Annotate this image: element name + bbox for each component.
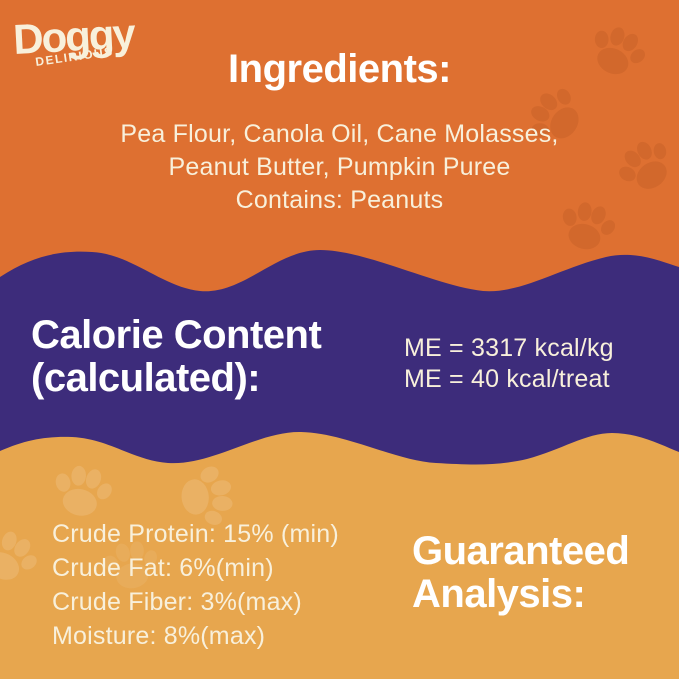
ingredients-list: Pea Flour, Canola Oil, Cane Molasses, Pe…: [0, 118, 679, 217]
calorie-heading-line: (calculated):: [31, 356, 261, 400]
guaranteed-analysis-list: Crude Protein: 15% (min) Crude Fat: 6%(m…: [52, 517, 339, 653]
analysis-heading-line: Analysis:: [412, 572, 586, 616]
analysis-line: Moisture: 8%(max): [52, 622, 266, 650]
analysis-heading-line: Guaranteed: [412, 529, 630, 573]
analysis-line: Crude Fat: 6%(min): [52, 554, 274, 582]
brand-name: Doggy: [12, 10, 138, 63]
ingredients-line: Pea Flour, Canola Oil, Cane Molasses,: [120, 120, 559, 148]
me-value-line: ME = 40 kcal/treat: [404, 365, 610, 393]
brand-logo: Doggy DELIRIOUS: [12, 10, 138, 69]
calorie-content-heading: Calorie Content (calculated):: [31, 313, 322, 400]
me-value-line: ME = 3317 kcal/kg: [404, 334, 614, 362]
metabolizable-energy-values: ME = 3317 kcal/kg ME = 40 kcal/treat: [404, 333, 614, 395]
ingredients-heading: Ingredients:: [228, 47, 451, 91]
analysis-line: Crude Protein: 15% (min): [52, 520, 339, 548]
wave-divider-amber: [0, 431, 679, 679]
ingredients-line: Peanut Butter, Pumpkin Puree: [168, 153, 511, 181]
ingredients-line: Contains: Peanuts: [235, 186, 444, 214]
calorie-heading-line: Calorie Content: [31, 313, 322, 357]
guaranteed-analysis-heading: Guaranteed Analysis:: [412, 529, 630, 616]
analysis-line: Crude Fiber: 3%(max): [52, 588, 302, 616]
